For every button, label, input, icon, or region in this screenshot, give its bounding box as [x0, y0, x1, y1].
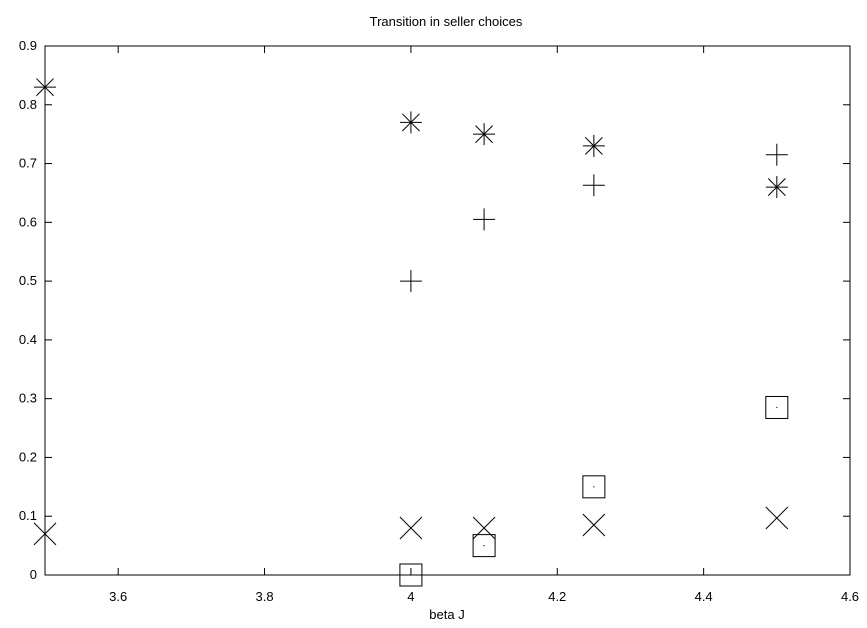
data-points	[33, 76, 789, 587]
x-axis-label: beta J	[429, 607, 464, 622]
x-tick-label: 4.2	[548, 589, 566, 604]
x-tick-label: 3.8	[256, 589, 274, 604]
point-plus	[765, 143, 788, 166]
point-plus	[473, 208, 496, 231]
y-tick-label: 0.9	[19, 38, 37, 53]
y-tick-label: 0.4	[19, 332, 37, 347]
y-tick-label: 0	[30, 567, 37, 582]
point-plus	[399, 270, 422, 293]
x-tick-label: 4	[407, 589, 414, 604]
y-tick-label: 0.7	[19, 156, 37, 171]
point-star	[765, 176, 788, 199]
point-cross	[33, 522, 57, 546]
y-tick-label: 0.2	[19, 449, 37, 464]
point-star	[34, 76, 56, 99]
point-cross	[472, 516, 496, 540]
y-tick-label: 0.3	[19, 391, 37, 406]
point-cross	[765, 506, 789, 530]
axis-ticks: 0 0.1 0.2 0.3 0.4 0.5 0.6 0.7 0.8 0.9 3.6 3.8 4 4.2 4.…	[19, 38, 859, 604]
point-star	[473, 123, 496, 146]
x-tick-label: 4.6	[841, 589, 859, 604]
y-tick-label: 0.1	[19, 508, 37, 523]
point-square	[765, 395, 789, 419]
point-square	[399, 563, 423, 587]
point-plus	[582, 174, 605, 197]
y-tick-label: 0.5	[19, 273, 37, 288]
y-tick-label: 0.6	[19, 214, 37, 229]
point-star	[582, 134, 605, 157]
plot-frame	[44, 45, 851, 576]
point-cross	[582, 513, 606, 537]
x-tick-label: 3.6	[109, 589, 127, 604]
y-tick-label: 0.8	[19, 97, 37, 112]
point-star	[399, 111, 422, 134]
point-cross	[399, 516, 423, 540]
point-square	[472, 534, 496, 558]
x-tick-label: 4.4	[695, 589, 713, 604]
point-square	[582, 475, 606, 499]
chart-title: Transition in seller choices	[370, 14, 523, 29]
